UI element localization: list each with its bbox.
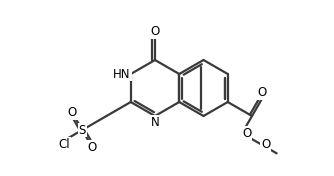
- Text: Cl: Cl: [58, 137, 69, 150]
- Text: HN: HN: [113, 68, 131, 80]
- Text: O: O: [88, 141, 97, 154]
- Text: O: O: [261, 138, 270, 151]
- Text: O: O: [67, 106, 77, 119]
- Text: O: O: [258, 86, 267, 99]
- Text: N: N: [151, 116, 159, 129]
- Text: O: O: [242, 127, 251, 140]
- Text: O: O: [150, 25, 160, 38]
- Text: S: S: [78, 124, 86, 137]
